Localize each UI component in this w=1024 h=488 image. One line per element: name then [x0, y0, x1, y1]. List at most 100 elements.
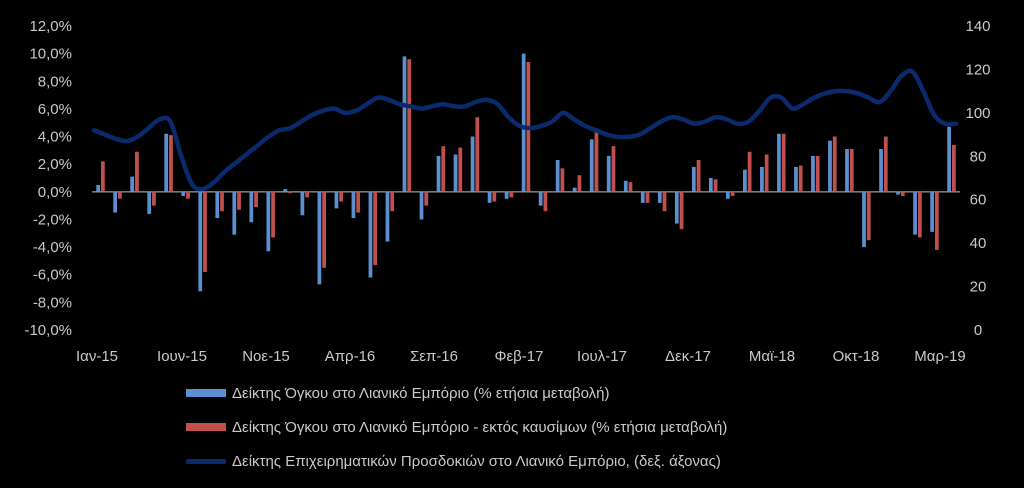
- x-tick-label: Νοε-15: [242, 348, 290, 365]
- bar-volume-ex-fuel: [271, 191, 275, 238]
- bar-volume-ex-fuel: [169, 135, 173, 192]
- y-right-tick-label: 80: [970, 148, 987, 165]
- bar-volume-ex-fuel: [288, 191, 292, 194]
- bar-volume-ex-fuel: [900, 191, 905, 196]
- legend-label: Δείκτης Όγκου στο Λιανικό Εμπόριο (% ετή…: [232, 384, 610, 402]
- x-tick-label: Μαρ-19: [914, 348, 965, 365]
- bar-volume-ex-fuel: [492, 191, 497, 202]
- bar-volume-ex-fuel: [560, 168, 565, 192]
- bar-volume-ex-fuel: [832, 136, 837, 192]
- bar-volume: [147, 191, 152, 214]
- y-right-tick-label: 20: [970, 279, 987, 296]
- bar-volume-ex-fuel: [152, 191, 156, 206]
- bar-volume: [691, 166, 696, 192]
- bar-volume: [266, 191, 271, 252]
- y-left-tick-label: 10,0%: [29, 46, 72, 63]
- bar-volume: [402, 56, 407, 192]
- bar-volume: [232, 191, 237, 235]
- bar-volume: [385, 191, 390, 242]
- bar-volume: [300, 191, 305, 216]
- y-right-tick-label: 120: [965, 61, 990, 78]
- bar-volume: [419, 191, 424, 220]
- tick-labels-layer: 12,0% 10,0% 8,0% 6,0% 4,0% 2,0% 0,0% -2,0% -4,0%…: [24, 18, 990, 365]
- bar-volume: [589, 139, 594, 192]
- bar-volume: [725, 191, 730, 199]
- bar-volume: [453, 154, 458, 192]
- bar-volume: [947, 126, 951, 192]
- bar-volume-ex-fuel: [781, 133, 786, 192]
- bar-volume-ex-fuel: [424, 191, 429, 206]
- bar-volume: [760, 166, 764, 192]
- bar-volume-ex-fuel: [577, 175, 582, 192]
- bar-volume-ex-fuel: [628, 182, 633, 192]
- bar-volume-ex-fuel: [322, 191, 327, 268]
- bar-volume: [283, 189, 288, 192]
- y-left-tick-label: -10,0%: [24, 322, 72, 339]
- bar-volume-ex-fuel: [917, 191, 922, 238]
- bar-volume-ex-fuel: [849, 148, 854, 192]
- y-right-tick-label: 60: [970, 192, 987, 209]
- y-left-tick-label: 12,0%: [29, 18, 72, 35]
- bar-volume: [930, 191, 934, 232]
- legend-swatch-blue: [186, 389, 226, 397]
- bar-volume: [249, 191, 254, 223]
- bar-volume: [368, 191, 373, 278]
- bar-volume: [487, 191, 492, 203]
- bar-volume: [96, 184, 101, 192]
- x-tick-label: Φεβ-17: [495, 348, 544, 365]
- bar-volume: [504, 191, 509, 199]
- bar-volume-ex-fuel: [254, 191, 258, 208]
- bar-volume: [828, 140, 832, 192]
- legend-label: Δείκτης Όγκου στο Λιανικό Εμπόριο - εκτό…: [232, 418, 728, 436]
- legend-swatch-red: [186, 423, 226, 431]
- bar-volume-ex-fuel: [509, 191, 514, 198]
- bar-volume-ex-fuel: [594, 132, 599, 192]
- y-left-tick-label: 4,0%: [38, 129, 72, 146]
- bar-volume: [351, 191, 356, 219]
- line-expectations-index: [91, 68, 959, 192]
- bar-volume: [130, 176, 135, 192]
- bar-volume: [198, 191, 203, 292]
- bar-volume-ex-fuel: [339, 191, 344, 202]
- bar-volume-ex-fuel: [662, 191, 667, 212]
- bar-volume: [436, 155, 441, 192]
- bar-volume-ex-fuel: [373, 191, 378, 266]
- bar-volume-ex-fuel: [798, 165, 803, 192]
- bar-volume: [538, 191, 543, 206]
- y-left-tick-label: 0,0%: [38, 184, 72, 201]
- bar-volume-ex-fuel: [135, 151, 139, 192]
- bar-volume: [113, 191, 118, 213]
- x-tick-label: Απρ-16: [325, 348, 376, 365]
- x-tick-label: Σεπ-16: [410, 348, 458, 365]
- y-left-tick-label: -6,0%: [33, 267, 72, 284]
- bar-volume-ex-fuel: [203, 191, 207, 272]
- bar-volume-ex-fuel: [356, 191, 361, 213]
- legend-item-expectations: Δείκτης Επιχειρηματικών Προσδοκιών στο Λ…: [186, 444, 1006, 478]
- legend-label: Δείκτης Επιχειρηματικών Προσδοκιών στο Λ…: [232, 452, 721, 470]
- bar-volume-ex-fuel: [118, 191, 122, 199]
- x-tick-label: Ιουλ-17: [577, 348, 627, 365]
- y-left-tick-label: 2,0%: [38, 156, 72, 173]
- bar-volume-ex-fuel: [543, 191, 548, 212]
- bar-volume-ex-fuel: [747, 151, 752, 192]
- bar-volume-ex-fuel: [713, 179, 718, 192]
- bar-volume: [623, 180, 628, 192]
- bar-volume-ex-fuel: [220, 191, 224, 212]
- y-right-tick-label: 100: [965, 105, 990, 122]
- bar-volume-ex-fuel: [679, 191, 684, 230]
- line-series-layer: [91, 68, 959, 192]
- bar-volume-ex-fuel: [883, 136, 888, 192]
- bar-volume-ex-fuel: [764, 154, 769, 192]
- legend: Δείκτης Όγκου στο Λιανικό Εμπόριο (% ετή…: [186, 376, 1006, 478]
- bar-volume-ex-fuel: [441, 146, 446, 192]
- bar-volume-ex-fuel: [730, 191, 735, 196]
- y-left-tick-label: 8,0%: [38, 73, 72, 90]
- bar-volume: [879, 148, 883, 192]
- bar-volume-ex-fuel: [645, 191, 650, 203]
- y-right-tick-label: 140: [965, 18, 990, 35]
- bar-volume: [606, 155, 611, 192]
- bar-volume: [743, 169, 747, 192]
- bar-volume: [640, 191, 645, 203]
- legend-item-volume-ex-fuel: Δείκτης Όγκου στο Λιανικό Εμπόριο - εκτό…: [186, 410, 1006, 444]
